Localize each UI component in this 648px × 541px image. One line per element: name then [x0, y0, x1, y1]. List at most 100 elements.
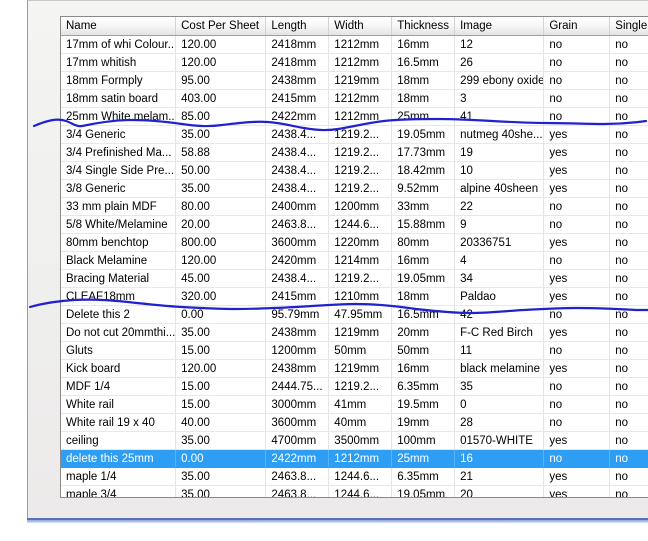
- table-row[interactable]: delete this 25mm 0.00 2422mm 1212mm 25mm 16 no…: [61, 449, 648, 468]
- table-row[interactable]: Kick board 120.00 2438mm 1219mm 16mm black me…: [61, 359, 648, 378]
- cell-name[interactable]: 25mm White melam...: [61, 107, 177, 126]
- cell-grain[interactable]: yes: [543, 287, 611, 306]
- cell-image[interactable]: F-C Red Birch: [454, 323, 545, 342]
- cell-thick[interactable]: 16mm: [391, 35, 456, 54]
- cell-cost[interactable]: 800.00: [175, 233, 267, 252]
- cell-width[interactable]: 1212mm: [328, 89, 393, 108]
- cell-thick[interactable]: 6.35mm: [391, 377, 456, 396]
- cell-width[interactable]: 3500mm: [328, 431, 393, 450]
- cell-single[interactable]: no: [609, 467, 648, 486]
- table-row[interactable]: 5/8 White/Melamine 20.00 2463.8... 1244.6..…: [61, 215, 648, 234]
- cell-grain[interactable]: yes: [543, 431, 611, 450]
- cell-width[interactable]: 1244.6...: [328, 215, 393, 234]
- cell-thick[interactable]: 17.73mm: [391, 143, 456, 162]
- cell-image[interactable]: 299 ebony oxide: [454, 71, 545, 90]
- cell-image[interactable]: 41: [454, 107, 545, 126]
- cell-image[interactable]: 16: [454, 449, 545, 468]
- cell-cost[interactable]: 85.00: [175, 107, 267, 126]
- cell-cost[interactable]: 15.00: [175, 395, 267, 414]
- cell-thick[interactable]: 20mm: [391, 323, 456, 342]
- table-row[interactable]: 80mm benchtop 800.00 3600mm 1220mm 80mm 20336…: [61, 233, 648, 252]
- cell-grain[interactable]: yes: [543, 467, 611, 486]
- table-row[interactable]: ceiling 35.00 4700mm 3500mm 100mm 01570-WHITE…: [61, 431, 648, 450]
- cell-length[interactable]: 2438.4...: [265, 161, 330, 180]
- cell-width[interactable]: 41mm: [328, 395, 393, 414]
- cell-width[interactable]: 1219mm: [328, 359, 393, 378]
- cell-cost[interactable]: 35.00: [175, 431, 267, 450]
- cell-width[interactable]: 1210mm: [328, 287, 393, 306]
- cell-length[interactable]: 2438.4...: [265, 179, 330, 198]
- cell-thick[interactable]: 19.05mm: [391, 269, 456, 288]
- cell-name[interactable]: 80mm benchtop: [61, 233, 177, 252]
- cell-image[interactable]: Paldao: [454, 287, 545, 306]
- cell-image[interactable]: 28: [454, 413, 545, 432]
- table-row[interactable]: Gluts 15.00 1200mm 50mm 50mm 11 no no: [61, 341, 648, 360]
- cell-length[interactable]: 2463.8...: [265, 467, 330, 486]
- cell-width[interactable]: 1212mm: [328, 449, 393, 468]
- cell-image[interactable]: 34: [454, 269, 545, 288]
- column-header-name[interactable]: Name: [61, 17, 177, 36]
- table-row[interactable]: Do not cut 20mmthi... 35.00 2438mm 1219mm 20…: [61, 323, 648, 342]
- table-row[interactable]: Bracing Material 45.00 2438.4... 1219.2... 1…: [61, 269, 648, 288]
- cell-image[interactable]: 01570-WHITE: [454, 431, 545, 450]
- cell-name[interactable]: Delete this 2: [61, 305, 177, 324]
- cell-grain[interactable]: no: [543, 449, 611, 468]
- cell-width[interactable]: 1220mm: [328, 233, 393, 252]
- cell-grain[interactable]: no: [543, 35, 611, 54]
- cell-cost[interactable]: 58.88: [175, 143, 267, 162]
- cell-single[interactable]: no: [609, 413, 648, 432]
- cell-length[interactable]: 2420mm: [265, 251, 330, 270]
- cell-length[interactable]: 2444.75...: [265, 377, 330, 396]
- cell-thick[interactable]: 19.5mm: [391, 395, 456, 414]
- cell-name[interactable]: Black Melamine: [61, 251, 177, 270]
- cell-grain[interactable]: yes: [543, 179, 611, 198]
- cell-width[interactable]: 1219.2...: [328, 269, 393, 288]
- cell-cost[interactable]: 35.00: [175, 125, 267, 144]
- cell-name[interactable]: White rail 19 x 40: [61, 413, 177, 432]
- cell-grain[interactable]: no: [543, 251, 611, 270]
- cell-cost[interactable]: 80.00: [175, 197, 267, 216]
- cell-image[interactable]: 20336751: [454, 233, 545, 252]
- cell-single[interactable]: no: [609, 485, 648, 497]
- cell-single[interactable]: no: [609, 359, 648, 378]
- cell-single[interactable]: no: [609, 233, 648, 252]
- table-row[interactable]: 17mm of whi Colour... 120.00 2418mm 1212mm 1…: [61, 35, 648, 54]
- table-row[interactable]: 3/4 Prefinished Ma... 58.88 2438.4... 1219.…: [61, 143, 648, 162]
- table-row[interactable]: White rail 15.00 3000mm 41mm 19.5mm 0 no no: [61, 395, 648, 414]
- cell-image[interactable]: 26: [454, 53, 545, 72]
- column-header-width[interactable]: Width: [328, 17, 393, 36]
- cell-name[interactable]: Gluts: [61, 341, 177, 360]
- cell-width[interactable]: 1212mm: [328, 35, 393, 54]
- cell-thick[interactable]: 19.05mm: [391, 485, 456, 497]
- table-row[interactable]: 3/8 Generic 35.00 2438.4... 1219.2... 9.52mm…: [61, 179, 648, 198]
- table-row[interactable]: 17mm whitish 120.00 2418mm 1212mm 16.5mm 26 no…: [61, 53, 648, 72]
- cell-length[interactable]: 2463.8...: [265, 215, 330, 234]
- cell-length[interactable]: 2415mm: [265, 287, 330, 306]
- cell-thick[interactable]: 33mm: [391, 197, 456, 216]
- cell-length[interactable]: 2438.4...: [265, 269, 330, 288]
- cell-single[interactable]: no: [609, 89, 648, 108]
- cell-length[interactable]: 3600mm: [265, 413, 330, 432]
- cell-name[interactable]: 5/8 White/Melamine: [61, 215, 177, 234]
- cell-name[interactable]: 3/4 Generic: [61, 125, 177, 144]
- cell-width[interactable]: 1244.6...: [328, 467, 393, 486]
- table-row[interactable]: 18mm Formply 95.00 2438mm 1219mm 18mm 299 ebo…: [61, 71, 648, 90]
- cell-cost[interactable]: 0.00: [175, 449, 267, 468]
- cell-name[interactable]: 17mm whitish: [61, 53, 177, 72]
- cell-width[interactable]: 1219.2...: [328, 179, 393, 198]
- cell-name[interactable]: 18mm satin board: [61, 89, 177, 108]
- cell-length[interactable]: 2463.8...: [265, 485, 330, 497]
- cell-length[interactable]: 2438mm: [265, 359, 330, 378]
- cell-single[interactable]: no: [609, 197, 648, 216]
- cell-single[interactable]: no: [609, 215, 648, 234]
- cell-grain[interactable]: yes: [543, 485, 611, 497]
- cell-grain[interactable]: no: [543, 89, 611, 108]
- cell-single[interactable]: no: [609, 449, 648, 468]
- cell-length[interactable]: 95.79mm: [265, 305, 330, 324]
- cell-grain[interactable]: no: [543, 413, 611, 432]
- cell-cost[interactable]: 120.00: [175, 251, 267, 270]
- cell-name[interactable]: delete this 25mm: [61, 449, 177, 468]
- cell-thick[interactable]: 16mm: [391, 359, 456, 378]
- cell-single[interactable]: no: [609, 71, 648, 90]
- cell-length[interactable]: 2418mm: [265, 53, 330, 72]
